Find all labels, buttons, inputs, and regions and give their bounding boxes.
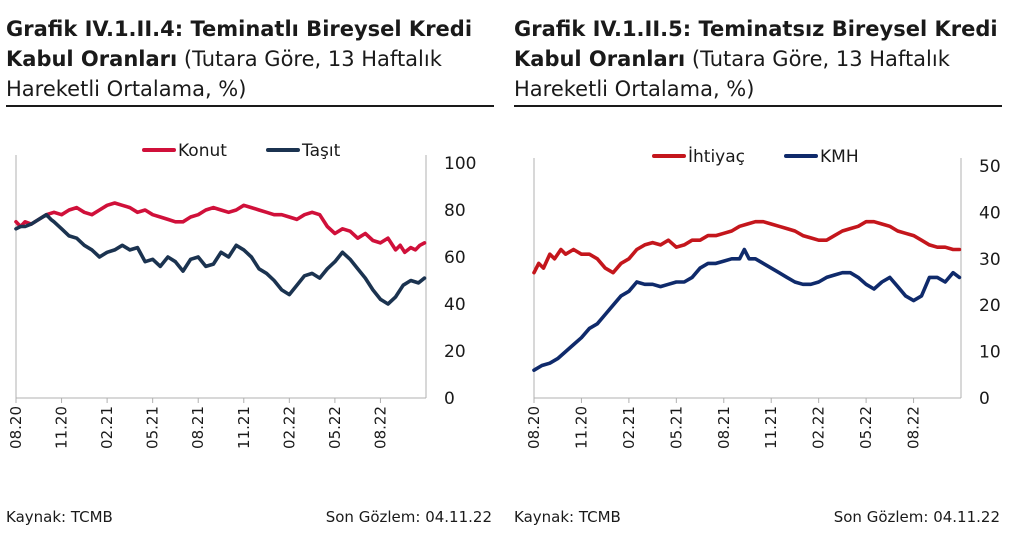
x-tick-label: 08.20 (7, 406, 25, 449)
last-observation-right: Son Gözlem: 04.11.22 (833, 508, 1000, 526)
x-tick-label: 08.21 (715, 406, 733, 449)
chart-title-bold-left: Grafik IV.1.II.4: Teminatlı Bireysel Kre… (6, 17, 473, 71)
y-tick-label: 60 (444, 248, 466, 268)
y-tick-label: 40 (444, 295, 466, 315)
x-tick-label: 11.21 (762, 406, 780, 449)
x-tick-label: 05.21 (144, 406, 162, 449)
x-tick-label: 11.20 (572, 406, 590, 449)
source-label-right: Kaynak: TCMB (514, 508, 621, 526)
series-line-1 (532, 247, 962, 372)
series-line-1 (14, 212, 427, 306)
y-tick-label: 10 (979, 343, 1001, 363)
x-tick-label: 11.20 (53, 406, 71, 449)
x-tick-label: 11.21 (235, 406, 253, 449)
legend-label-1: KMH (820, 147, 859, 167)
x-tick-label: 02.22 (280, 406, 298, 449)
series-line-0 (14, 201, 427, 255)
chart-title-rest-right: (Tutara Göre, 13 Haftalık Hareketli Orta… (514, 47, 950, 101)
y-tick-label: 50 (979, 157, 1001, 177)
x-tick-label: 02.22 (810, 406, 828, 449)
y-tick-label: 40 (979, 203, 1001, 223)
legend-label-1: Taşıt (301, 141, 341, 161)
x-tick-label: 05.21 (667, 406, 685, 449)
y-tick-label: 20 (979, 296, 1001, 316)
line-chart-unsecured: 0 10 20 30 40 50 08.20 11.20 02.21 05.21 08.21 11.2… (525, 146, 1001, 449)
title-divider-right (514, 105, 1002, 107)
x-tick-label: 08.20 (525, 406, 543, 449)
series-line-0 (532, 219, 962, 275)
y-tick-label: 100 (444, 154, 476, 174)
chart-panel-right: Grafik IV.1.II.5: Teminatsız Bireysel Kr… (514, 0, 1004, 538)
y-tick-label: 30 (979, 250, 1001, 270)
title-divider-left (6, 105, 494, 107)
legend-label-0: Konut (178, 141, 227, 161)
chart-title-right: Grafik IV.1.II.5: Teminatsız Bireysel Kr… (514, 14, 1002, 104)
x-tick-label: 02.21 (98, 406, 116, 449)
chart-panel-left: Grafik IV.1.II.4: Teminatlı Bireysel Kre… (6, 0, 496, 538)
x-tick-label: 02.21 (620, 406, 638, 449)
y-tick-label: 0 (979, 389, 990, 409)
x-tick-label: 05.22 (857, 406, 875, 449)
x-tick-label: 08.21 (189, 406, 207, 449)
chart-title-rest-left: (Tutara Göre, 13 Haftalık Hareketli Orta… (6, 47, 442, 101)
y-tick-label: 80 (444, 201, 466, 221)
x-tick-label: 05.22 (326, 406, 344, 449)
legend-label-0: İhtiyaç (688, 146, 745, 167)
x-tick-label: 08.22 (371, 406, 389, 449)
line-chart-secured: 0 20 40 60 80 100 08.20 11.20 02.21 05.21 08.21 11.… (7, 141, 476, 449)
y-tick-label: 0 (444, 389, 455, 409)
chart-title-left: Grafik IV.1.II.4: Teminatlı Bireysel Kre… (6, 14, 494, 104)
y-tick-label: 20 (444, 342, 466, 362)
source-label-left: Kaynak: TCMB (6, 508, 113, 526)
x-tick-label: 08.22 (905, 406, 923, 449)
last-observation-left: Son Gözlem: 04.11.22 (325, 508, 492, 526)
chart-title-bold-right: Grafik IV.1.II.5: Teminatsız Bireysel Kr… (514, 17, 998, 71)
